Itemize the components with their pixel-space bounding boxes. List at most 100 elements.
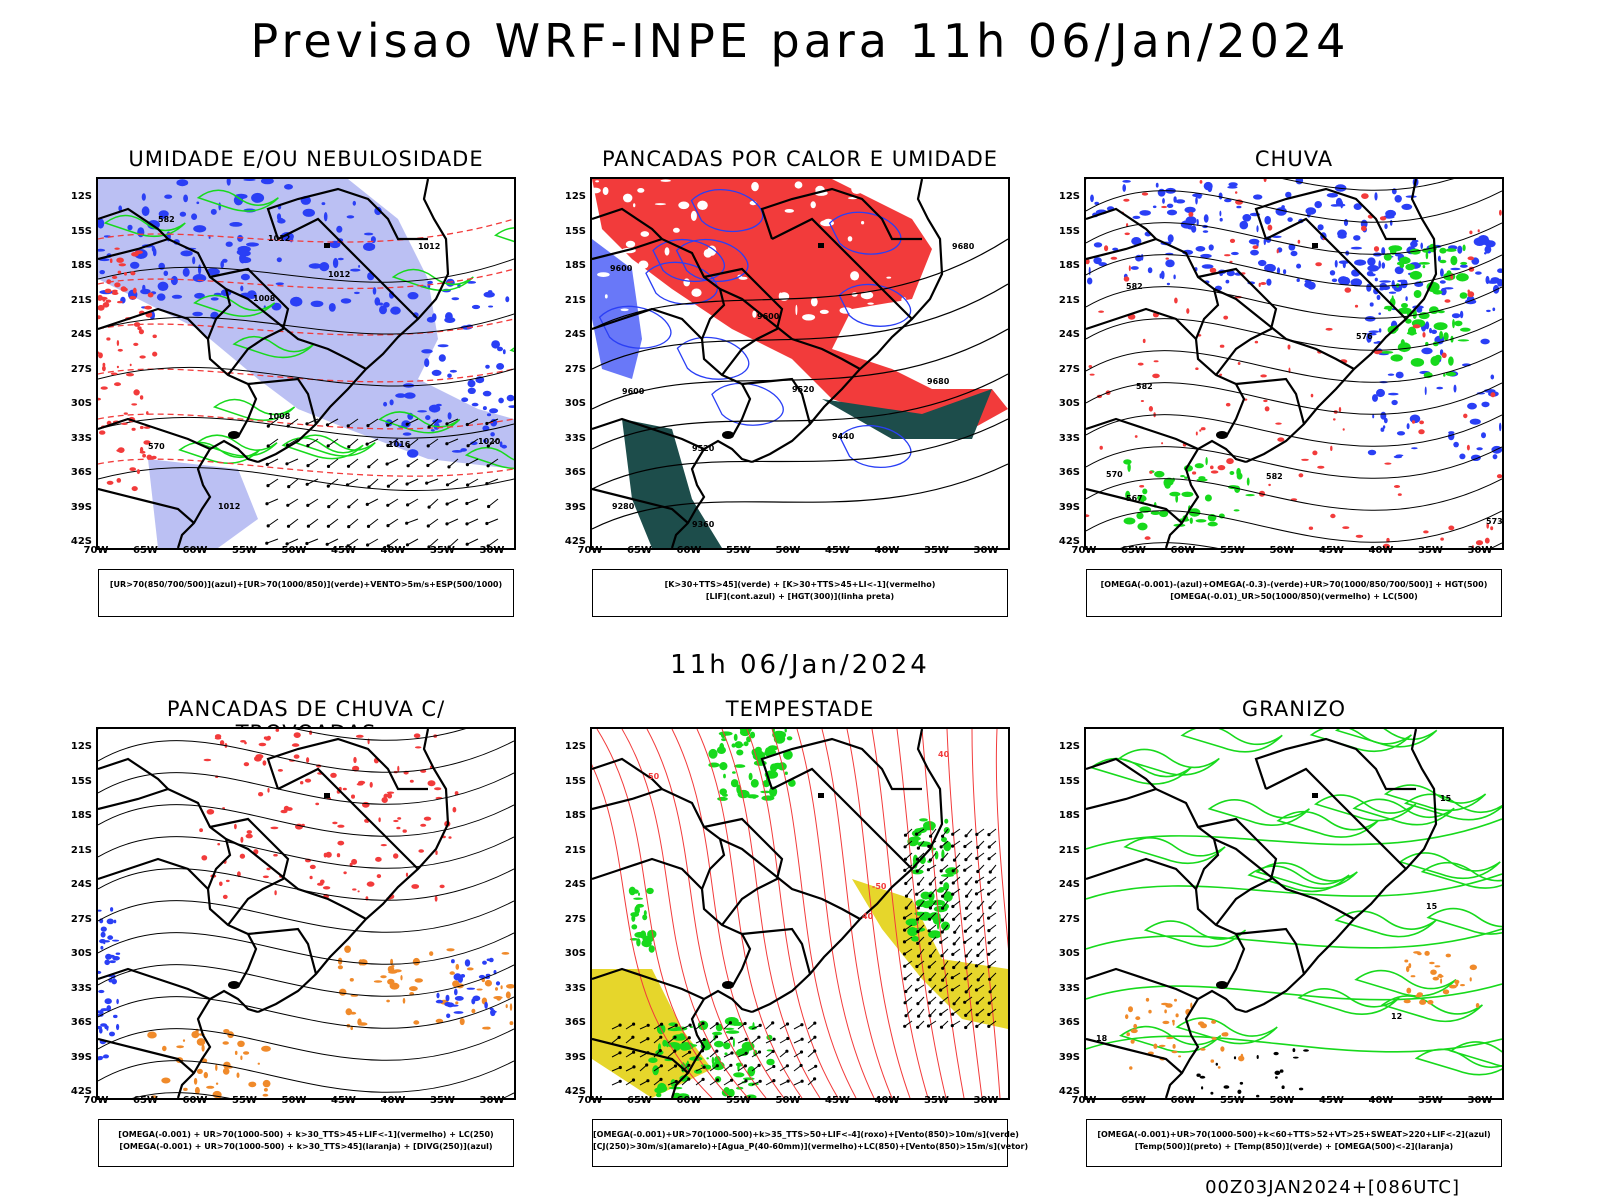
lat-tick-label: 42S: [1058, 1086, 1080, 1097]
field-blob: [697, 1020, 709, 1031]
field-blob: [363, 242, 376, 251]
field-blob: [277, 769, 283, 772]
map-area: [96, 727, 516, 1100]
field-blob: [246, 830, 252, 834]
field-blob: [120, 422, 128, 425]
field-blob: [223, 1029, 230, 1034]
field-blob: [100, 931, 106, 938]
lat-tick-label: 30S: [70, 398, 92, 409]
field-blob: [679, 1042, 690, 1051]
wind-arrow-head: [673, 1035, 677, 1039]
field-blob: [944, 818, 949, 824]
field-blob: [743, 741, 749, 747]
field-blob: [1130, 1028, 1138, 1034]
field-blob: [645, 287, 656, 294]
field-blob: [1477, 235, 1489, 244]
lat-tick-label: 30S: [1058, 948, 1080, 959]
field-blob: [1418, 429, 1425, 435]
field-blob: [409, 779, 414, 783]
field-blob: [623, 193, 633, 203]
wind-arrow: [328, 518, 339, 527]
field-blob: [506, 394, 514, 402]
field-blob: [240, 285, 244, 292]
field-blob: [621, 253, 626, 261]
wind-arrow-head: [916, 941, 920, 945]
field-blob: [257, 1062, 260, 1065]
field-blob: [495, 981, 501, 986]
field-blob: [1200, 427, 1206, 431]
field-blob: [1410, 241, 1418, 248]
field-blob: [1378, 328, 1382, 333]
wind-arrow-head: [386, 423, 390, 427]
field-blob: [640, 296, 647, 302]
main-title: Previsao WRF-INPE para 11h 06/Jan/2024: [250, 14, 1350, 68]
streamline: [1086, 350, 1502, 383]
border-bolivia: [592, 757, 663, 790]
field-blob: [1205, 457, 1208, 466]
field-blob: [1421, 347, 1433, 355]
field-blob: [1405, 195, 1417, 198]
field-blob: [1424, 950, 1430, 956]
lc250-streamlines: [98, 729, 514, 1098]
wind-arrow-head: [405, 521, 409, 525]
wind-arrow-head: [485, 421, 489, 426]
wind-arrow-head: [715, 1022, 719, 1026]
field-blob: [304, 778, 312, 783]
field-blob: [1165, 1003, 1173, 1008]
field-blob: [1369, 302, 1374, 307]
map-borders: [98, 729, 450, 1098]
wind-arrow-head: [963, 844, 967, 849]
field-blob: [1139, 210, 1151, 216]
wind-arrow-head: [975, 1013, 979, 1017]
field-blob: [1439, 280, 1446, 284]
field-blob: [488, 305, 494, 308]
wind-arrow-head: [940, 930, 944, 934]
wind-arrow-head: [631, 1078, 636, 1082]
field-blob: [1372, 414, 1375, 419]
lat-tick-label: 18S: [70, 260, 92, 271]
field-blob: [139, 395, 144, 400]
wind-arrow-head: [903, 1001, 907, 1005]
field-blob: [1220, 1046, 1225, 1052]
field-blob: [697, 200, 708, 210]
isobar: [98, 258, 514, 283]
wind-arrow-head: [917, 1014, 921, 1018]
lon-tick-label: 45W: [1319, 545, 1344, 556]
legend-box: [OMEGA(-0.001)+UR>70(1000-500)+k<60+TTS>…: [1086, 1119, 1502, 1167]
field-blob: [1159, 510, 1169, 518]
streamline: [98, 772, 514, 805]
field-blob: [113, 919, 117, 924]
lat-tick-label: 15S: [70, 775, 92, 787]
wind-arrow-head: [486, 464, 490, 468]
field-blob: [1250, 249, 1259, 256]
wind-arrow-head: [632, 1022, 636, 1026]
field-blob: [937, 922, 940, 930]
blue-divergence-e: [435, 957, 501, 1019]
field-blob: [1180, 475, 1185, 478]
lat-tick-label: 39S: [70, 1051, 92, 1063]
wind-arrow-head: [326, 484, 330, 488]
field-blob: [478, 974, 486, 979]
lif-contour: [838, 424, 912, 468]
field-blob: [496, 363, 505, 370]
field-blob: [1405, 318, 1412, 324]
field-blob: [219, 881, 223, 887]
wind-arrow-head: [486, 544, 490, 548]
field-blob: [1161, 442, 1164, 445]
wind-arrow-head: [987, 880, 991, 884]
field-blob: [116, 998, 119, 1005]
field-blob: [1466, 295, 1475, 303]
field-blob: [919, 818, 928, 822]
field-blob: [1326, 193, 1339, 198]
coastline: [1245, 729, 1438, 1014]
field-blob: [1341, 277, 1351, 286]
wind-arrow: [267, 518, 279, 527]
wind-arrow-head: [305, 541, 309, 546]
humidity-area-blue-south: [148, 459, 258, 548]
field-blob: [98, 1010, 103, 1014]
field-blob: [723, 1042, 731, 1050]
wind-arrow-head: [445, 422, 449, 426]
field-blob: [1194, 463, 1204, 469]
wind-arrow-head: [928, 858, 932, 862]
